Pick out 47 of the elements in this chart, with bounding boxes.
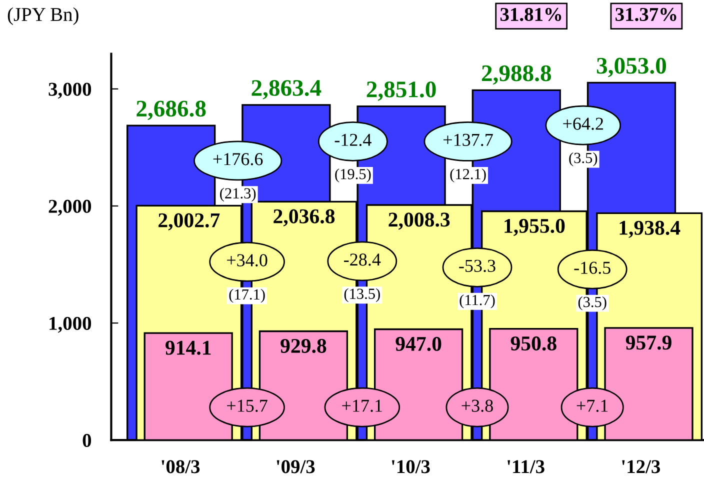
annotation: (17.1) (229, 288, 265, 303)
data-label: 1,938.4 (620, 220, 680, 238)
annotation: +137.7 (444, 134, 493, 146)
annotation: -53.3 (459, 260, 496, 272)
data-label: 929.8 (280, 338, 326, 354)
annotation: -12.4 (334, 134, 372, 146)
x-tick-label: '09/3 (276, 460, 315, 474)
y-tick-label: 2,000 (48, 200, 92, 216)
data-label: 2,008.3 (388, 212, 450, 230)
data-label: 2,851.0 (366, 81, 436, 101)
x-tick-label: '11/3 (508, 460, 544, 474)
x-tick-label: '12/3 (622, 460, 660, 474)
data-label: 2,988.8 (482, 65, 552, 85)
annotation: -16.5 (574, 262, 610, 274)
data-label: 2,686.8 (136, 100, 206, 120)
y-tick-label: 1,000 (50, 316, 92, 333)
annotation: +7.1 (576, 400, 608, 412)
annotation: +3.8 (462, 400, 493, 412)
annotation: (11.7) (460, 294, 495, 308)
text: 31.81% (500, 8, 562, 22)
annotation: (3.5) (578, 296, 606, 310)
text: 31.37% (616, 8, 676, 22)
annotation: -28.4 (344, 254, 381, 266)
y-axis-title: (JPY Bn) (8, 7, 78, 25)
annotation: (3.5) (569, 152, 598, 166)
annotation: (13.5) (344, 288, 380, 302)
x-tick-label: '10/3 (392, 460, 430, 474)
annotation: +15.7 (227, 400, 268, 412)
annotation: +64.2 (563, 118, 604, 130)
y-tick-label: 0 (82, 434, 92, 448)
annotation: +176.6 (213, 153, 263, 166)
data-label: 950.8 (510, 336, 556, 351)
data-label: 957.9 (626, 336, 672, 350)
data-label: 947.0 (396, 336, 442, 352)
annotation: +17.1 (342, 400, 382, 412)
annotation: +34.0 (227, 254, 268, 266)
annotation: (21.3) (220, 188, 256, 202)
data-label: 1,955.0 (504, 218, 565, 236)
data-label: 3,053.0 (596, 58, 666, 78)
annotation: (12.1) (450, 168, 486, 182)
data-label: 914.1 (165, 340, 211, 355)
x-tick-label: '08/3 (162, 460, 200, 474)
data-label: 2,863.4 (252, 80, 322, 100)
data-label: 2,002.7 (158, 213, 220, 230)
annotation: (19.5) (335, 168, 371, 182)
data-label: 2,036.8 (274, 209, 335, 226)
y-tick-label: 3,000 (48, 82, 92, 99)
